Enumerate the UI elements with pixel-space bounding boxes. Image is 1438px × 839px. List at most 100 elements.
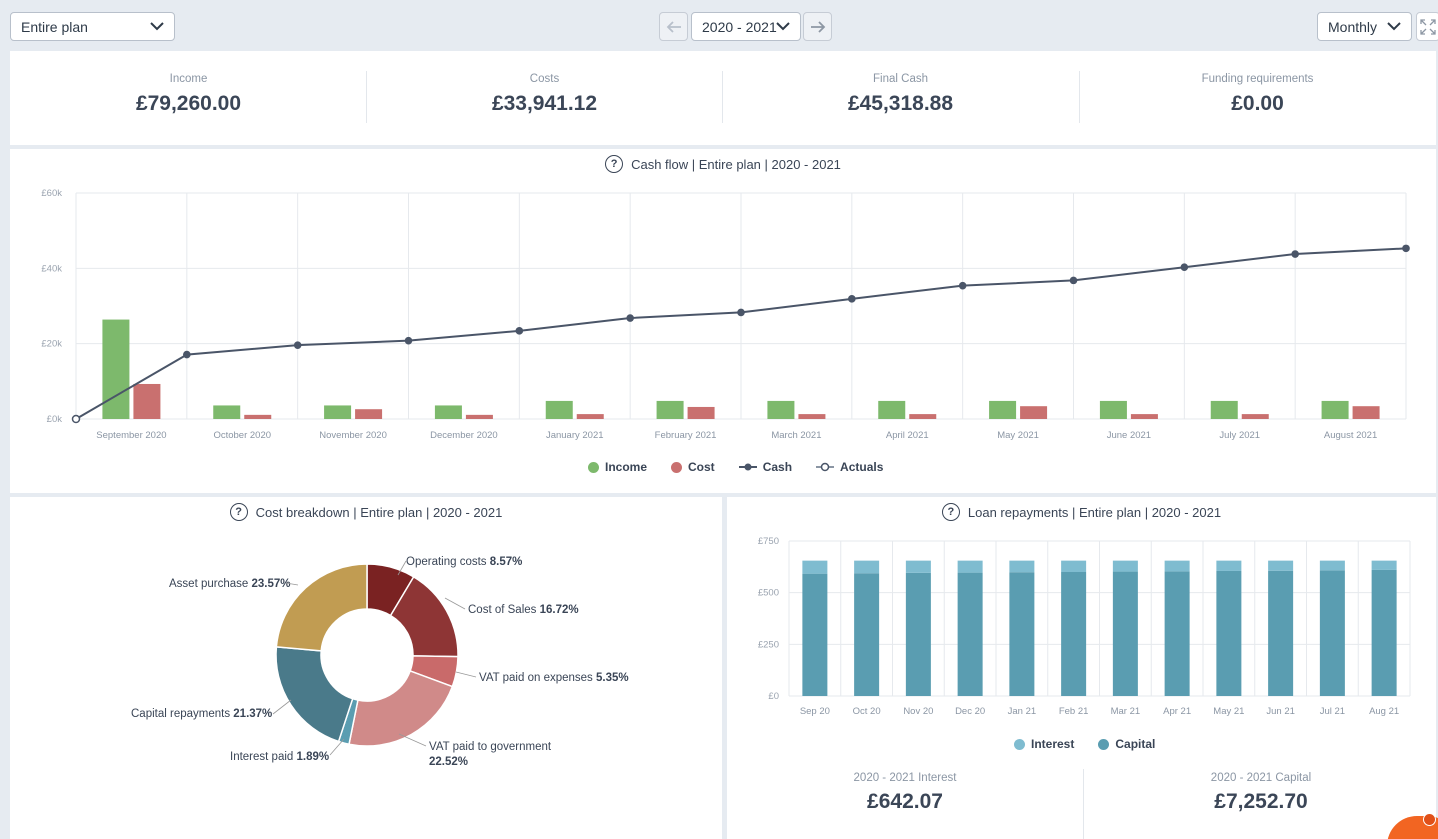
year-select-value: 2020 - 2021 — [702, 18, 777, 35]
pie-label-operating-costs: Operating costs 8.57% — [406, 556, 522, 568]
loan-legend: Interest Capital — [1014, 737, 1155, 751]
pie-slice — [275, 563, 368, 652]
y-tick-label: £40k — [41, 263, 62, 274]
connector-line — [285, 582, 299, 586]
capital-bar — [1164, 571, 1190, 696]
legend-label: Capital — [1115, 737, 1156, 751]
cost-breakdown-title-text: Cost breakdown | Entire plan | 2020 - 20… — [255, 504, 503, 520]
legend-capital[interactable]: Capital — [1098, 737, 1155, 751]
x-tick-label: January 2021 — [546, 430, 604, 441]
x-tick-label: November 2020 — [319, 430, 387, 441]
income-bar — [213, 405, 241, 419]
help-icon[interactable]: ? — [229, 503, 248, 521]
line-dot-icon — [738, 463, 757, 471]
kpi-label: Costs — [529, 73, 560, 85]
y-tick-label: £20k — [41, 339, 62, 350]
cashflow-title-text: Cash flow | Entire plan | 2020 - 2021 — [631, 156, 841, 172]
legend-label: Cost — [688, 460, 715, 474]
x-tick-label: August 2021 — [1324, 430, 1377, 441]
divider — [1079, 71, 1080, 123]
cost-bar — [465, 414, 493, 419]
cost-bar — [1130, 414, 1158, 419]
capital-bar — [1061, 572, 1087, 696]
interest-summary-label: 2020 - 2021 Interest — [853, 772, 957, 784]
interest-summary-value: £642.07 — [867, 790, 943, 813]
kpi-value: £0.00 — [1231, 92, 1284, 115]
cash-point — [404, 336, 413, 345]
capital-bar — [802, 573, 828, 696]
kpi-value: £79,260.00 — [135, 92, 242, 115]
year-select[interactable]: 2020 - 2021 — [691, 12, 801, 41]
interest-bar — [854, 560, 880, 574]
connector-line — [444, 597, 466, 610]
kpi-label: Final Cash — [873, 73, 928, 85]
kpi-label: Income — [169, 73, 208, 85]
cash-point — [1069, 276, 1078, 285]
capital-summary-label: 2020 - 2021 Capital — [1210, 772, 1312, 784]
cash-point — [626, 314, 634, 322]
prev-year-button[interactable] — [659, 12, 688, 41]
kpi-panel: Income £79,260.00 Costs £33,941.12 Final… — [10, 51, 1436, 145]
cost-bar — [1020, 406, 1048, 419]
interest-bar — [1319, 560, 1345, 571]
cashflow-panel: ? Cash flow | Entire plan | 2020 - 2021 … — [10, 149, 1436, 493]
legend-interest[interactable]: Interest — [1014, 737, 1074, 751]
x-tick-label: March 2021 — [771, 430, 821, 441]
cost-bar — [909, 414, 937, 419]
loan-panel: ? Loan repayments | Entire plan | 2020 -… — [727, 497, 1436, 839]
capital-bar — [1371, 569, 1397, 696]
capital-bar — [1112, 571, 1138, 696]
income-dot-icon — [588, 461, 599, 473]
income-bar — [656, 400, 684, 419]
legend-cost[interactable]: Cost — [671, 460, 715, 474]
chevron-down-icon — [150, 22, 164, 31]
connector-line — [398, 733, 427, 747]
cash-point — [1180, 263, 1189, 272]
interest-bar — [905, 560, 931, 573]
legend-income[interactable]: Income — [588, 460, 647, 474]
help-icon[interactable]: ? — [941, 503, 960, 521]
cost-breakdown-title: ? Cost breakdown | Entire plan | 2020 - … — [10, 503, 722, 521]
pie-label-interest-paid: Interest paid 1.89% — [230, 751, 329, 763]
capital-bar — [1319, 570, 1345, 696]
pie-label-asset-purchase: Asset purchase 23.57% — [169, 578, 290, 590]
interest-bar — [1009, 560, 1035, 573]
x-tick-label: Oct 20 — [853, 706, 881, 717]
cash-point — [1291, 250, 1299, 258]
period-select[interactable]: Monthly — [1317, 12, 1412, 41]
y-tick-label: £250 — [758, 639, 779, 650]
loan-title: ? Loan repayments | Entire plan | 2020 -… — [727, 503, 1436, 521]
help-icon[interactable]: ? — [605, 155, 624, 173]
cash-point — [293, 341, 302, 349]
notification-badge — [1423, 813, 1436, 826]
connector-line — [455, 671, 477, 678]
income-bar — [1099, 400, 1127, 419]
divider — [722, 71, 723, 123]
cashflow-legend: Income Cost Cash Actuals — [588, 460, 883, 474]
interest-bar — [957, 560, 983, 573]
x-tick-label: Jul 21 — [1320, 706, 1345, 717]
cost-bar — [133, 383, 161, 419]
arrow-right-icon — [810, 20, 825, 33]
loan-title-text: Loan repayments | Entire plan | 2020 - 2… — [967, 504, 1222, 520]
capital-bar — [1268, 570, 1294, 696]
plan-select[interactable]: Entire plan — [10, 12, 175, 41]
divider — [366, 71, 367, 123]
fullscreen-button[interactable] — [1416, 12, 1438, 41]
cashflow-title: ? Cash flow | Entire plan | 2020 - 2021 — [10, 155, 1436, 173]
legend-actuals[interactable]: Actuals — [816, 460, 883, 474]
loan-chart: £0 £250 £500 £750 Sep 20 Oct 20 Nov 20 Dec 20 Ja… — [758, 536, 1411, 717]
arrow-left-icon — [666, 20, 681, 33]
x-tick-label: December 2020 — [430, 430, 498, 441]
chevron-down-icon — [776, 22, 790, 31]
x-tick-label: Jun 21 — [1266, 706, 1295, 717]
plan-select-value: Entire plan — [21, 18, 88, 35]
next-year-button[interactable] — [803, 12, 832, 41]
cost-bar — [1352, 406, 1380, 419]
interest-bar — [802, 560, 828, 574]
legend-cash[interactable]: Cash — [738, 460, 792, 474]
y-tick-label: £0k — [47, 414, 63, 425]
income-bar — [767, 400, 795, 419]
income-bar — [989, 400, 1017, 419]
x-tick-label: May 2021 — [997, 430, 1039, 441]
